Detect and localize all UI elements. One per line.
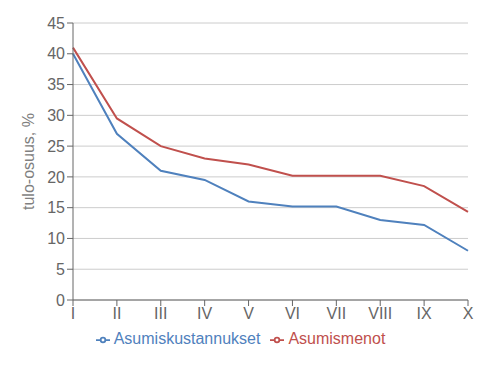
svg-text:25: 25 <box>47 138 65 155</box>
svg-text:III: III <box>154 305 167 322</box>
svg-text:X: X <box>463 305 474 322</box>
svg-text:IV: IV <box>197 305 212 322</box>
svg-text:V: V <box>243 305 254 322</box>
svg-text:15: 15 <box>47 199 65 216</box>
svg-text:10: 10 <box>47 230 65 247</box>
svg-text:45: 45 <box>47 15 65 32</box>
svg-text:30: 30 <box>47 107 65 124</box>
svg-text:40: 40 <box>47 45 65 62</box>
svg-text:VI: VI <box>285 305 300 322</box>
svg-text:IX: IX <box>417 305 432 322</box>
svg-text:35: 35 <box>47 76 65 93</box>
html-text:Asumiskustannukset: Asumiskustannukset <box>113 330 261 347</box>
svg-text:VII: VII <box>327 305 347 322</box>
svg-text:II: II <box>112 305 121 322</box>
svg-text:5: 5 <box>56 261 65 278</box>
svg-text:I: I <box>71 305 75 322</box>
svg-text:0: 0 <box>56 292 65 309</box>
svg-text:20: 20 <box>47 169 65 186</box>
svg-text:tulo-osuus, %: tulo-osuus, % <box>20 113 37 210</box>
svg-text:VIII: VIII <box>368 305 392 322</box>
html-text:Asumismenot: Asumismenot <box>288 330 386 347</box>
